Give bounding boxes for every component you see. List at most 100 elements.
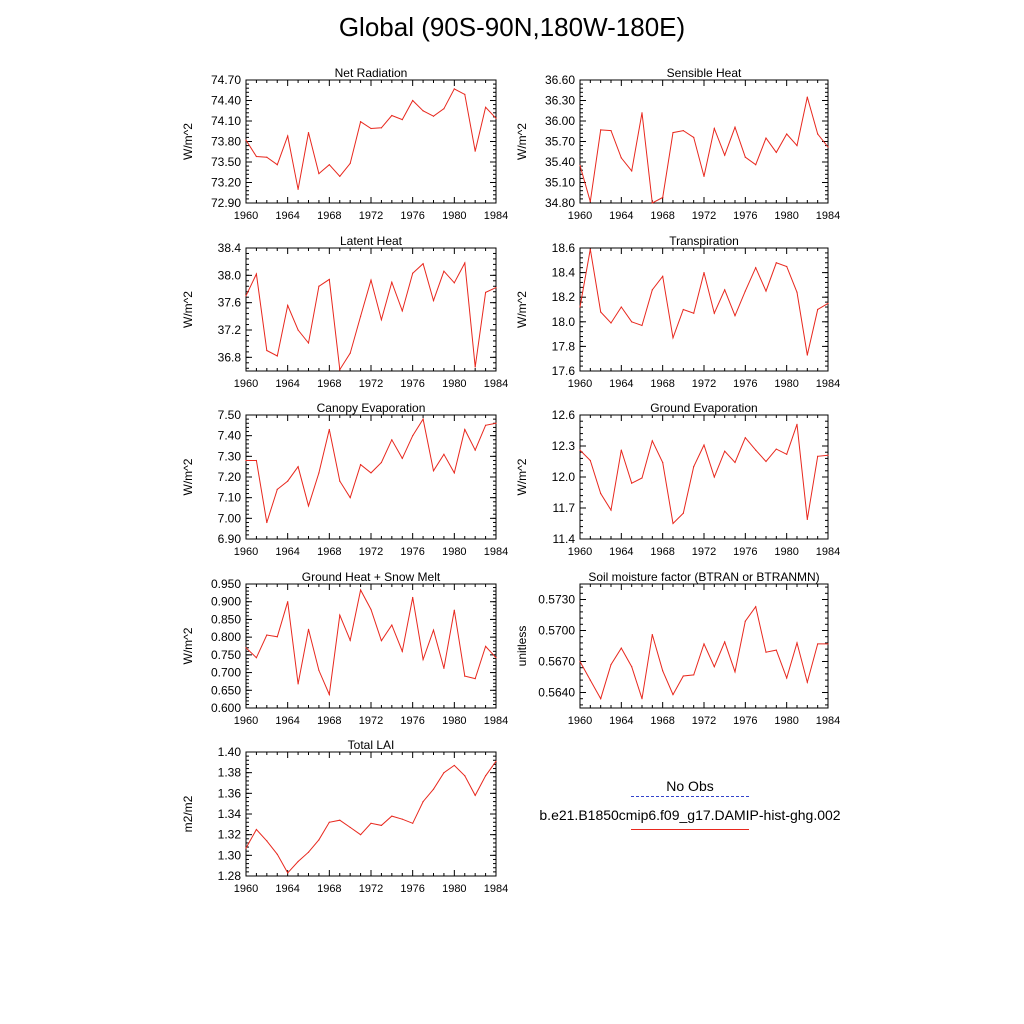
y-tick-label: 0.700 — [211, 666, 241, 680]
data-point — [255, 273, 258, 275]
panel-title: Transpiration — [669, 234, 739, 248]
panel-2: 1960 1964 1968 1972 1976 1980 1984 36.8 37.2 37.6… — [181, 234, 508, 390]
x-tick-label: 1984 — [484, 715, 508, 727]
data-point — [287, 480, 289, 482]
data-point — [422, 801, 424, 803]
legend-model-label: b.e21.B1850cmip6.f09_g17.DAMIP-hist-ghg.… — [539, 807, 841, 823]
data-point — [287, 135, 289, 137]
y-tick-label: 36.8 — [218, 350, 242, 364]
plot-frame — [245, 414, 497, 540]
y-axis-label: W/m^2 — [181, 627, 195, 664]
plot-frame — [245, 583, 497, 709]
legend-no-obs-label: No Obs — [666, 778, 714, 794]
data-point — [339, 369, 341, 371]
data-point — [412, 272, 414, 274]
data-point — [495, 422, 497, 424]
x-tick-label: 1960 — [234, 883, 258, 895]
x-tick-label: 1984 — [816, 546, 840, 558]
plot-frame — [245, 751, 497, 877]
data-point — [600, 129, 602, 131]
data-point — [631, 170, 633, 172]
panel-3: 1960 1964 1968 1972 1976 1980 1984 17.6 17.8 18.0… — [515, 234, 840, 390]
data-point — [266, 521, 268, 524]
data-point — [401, 457, 403, 459]
data-point — [682, 308, 684, 311]
data-point — [579, 449, 581, 451]
x-tick-label: 1960 — [568, 546, 592, 558]
data-point — [276, 636, 278, 638]
data-point — [817, 643, 819, 645]
data-point — [453, 88, 455, 90]
data-point — [744, 437, 746, 439]
data-point — [484, 645, 487, 647]
data-point — [755, 449, 757, 451]
data-point — [422, 263, 424, 265]
data-point — [359, 464, 362, 466]
y-tick-label: 12.6 — [552, 408, 576, 422]
data-point — [443, 270, 445, 272]
x-tick-label: 1980 — [774, 715, 798, 727]
y-tick-label: 7.10 — [218, 491, 242, 505]
data-point — [276, 355, 278, 357]
data-point — [672, 522, 674, 525]
x-tick-label: 1972 — [692, 546, 716, 558]
data-point — [806, 96, 808, 98]
x-tick-label: 1960 — [568, 378, 592, 390]
plot-frame — [579, 414, 829, 540]
x-tick-label: 1964 — [609, 210, 633, 222]
y-tick-label: 12.0 — [552, 470, 576, 484]
data-point — [724, 641, 726, 643]
x-tick-label: 1976 — [733, 715, 757, 727]
data-point — [380, 461, 383, 464]
panel-1: 1960 1964 1968 1972 1976 1980 1984 34.80 35.10 35… — [515, 66, 840, 222]
x-tick-label: 1976 — [400, 210, 424, 222]
data-point — [349, 826, 351, 829]
data-point — [713, 127, 715, 130]
data-point — [453, 282, 455, 284]
y-tick-label: 0.5700 — [538, 624, 575, 638]
data-point — [432, 300, 435, 302]
y-tick-label: 73.20 — [211, 176, 241, 190]
data-point — [287, 872, 289, 874]
y-tick-label: 7.00 — [218, 511, 242, 525]
data-point — [391, 114, 393, 117]
x-tick-label: 1972 — [359, 378, 383, 390]
data-point — [631, 666, 633, 668]
y-tick-label: 0.650 — [211, 683, 241, 697]
data-point — [827, 643, 829, 645]
data-point — [245, 295, 247, 297]
data-point — [474, 794, 476, 797]
data-point — [806, 518, 808, 520]
data-point — [703, 175, 705, 177]
x-tick-label: 1964 — [609, 378, 633, 390]
data-point — [817, 133, 819, 135]
x-tick-label: 1976 — [400, 715, 424, 727]
data-point — [318, 839, 320, 841]
data-point — [765, 460, 767, 463]
data-point — [318, 285, 320, 287]
data-point — [682, 129, 684, 132]
data-point — [464, 93, 466, 95]
x-tick-label: 1976 — [733, 210, 757, 222]
panel-5: 1960 1964 1968 1972 1976 1980 1984 11.4 11.7 12.0… — [515, 401, 840, 558]
data-point — [786, 453, 788, 455]
data-point — [755, 164, 757, 166]
y-axis-label: W/m^2 — [181, 458, 195, 495]
data-point — [266, 634, 268, 636]
x-tick-label: 1984 — [816, 210, 840, 222]
x-tick-label: 1968 — [317, 378, 341, 390]
data-point — [827, 302, 829, 304]
panel-0: 1960 1964 1968 1972 1976 1980 1984 72.90 73.20 73… — [181, 66, 508, 222]
data-point — [297, 188, 299, 190]
data-point — [651, 202, 653, 204]
data-point — [672, 132, 674, 134]
series-line — [245, 261, 497, 372]
y-axis-label: W/m^2 — [181, 291, 195, 328]
data-point — [422, 418, 424, 420]
data-point — [682, 512, 684, 514]
x-tick-label: 1972 — [692, 715, 716, 727]
data-point — [297, 329, 299, 331]
data-point — [610, 509, 612, 511]
x-tick-label: 1976 — [733, 378, 757, 390]
data-point — [380, 640, 383, 642]
